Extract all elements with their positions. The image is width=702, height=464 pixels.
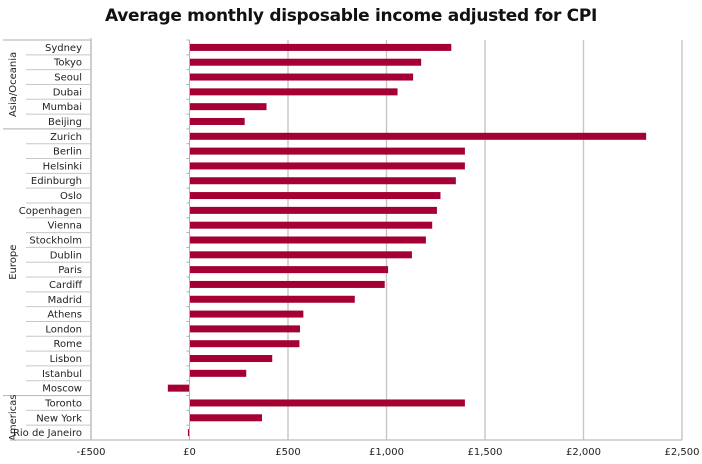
bar-london (189, 325, 301, 333)
category-label: Toronto (44, 398, 82, 409)
category-label: Stockholm (29, 236, 82, 247)
x-tick-label: -£500 (76, 447, 105, 458)
bar-lisbon (189, 355, 273, 363)
group-label: Americas (8, 395, 19, 441)
bar-sydney (189, 43, 452, 51)
bar-mumbai (189, 103, 267, 111)
category-label: Mumbai (42, 102, 82, 113)
category-label: Berlin (53, 147, 82, 158)
category-label: Rio de Janeiro (13, 428, 82, 439)
bar-dubai (189, 88, 398, 96)
category-label: Vienna (48, 221, 82, 232)
category-label: Dublin (50, 250, 82, 261)
category-label: London (45, 324, 82, 335)
category-label: Dubai (53, 87, 82, 98)
category-label: Athens (47, 310, 82, 321)
bar-seoul (189, 73, 414, 81)
category-label: Zurich (50, 132, 82, 143)
category-label: Tokyo (53, 58, 82, 69)
bar-copenhagen (189, 206, 437, 214)
category-label: Lisbon (50, 354, 82, 365)
category-label: Paris (58, 265, 82, 276)
bar-tokyo (189, 58, 422, 66)
bar-dublin (189, 251, 412, 259)
x-tick-label: £2,500 (665, 447, 700, 458)
bar-rome (189, 340, 300, 348)
bar-edinburgh (189, 177, 456, 185)
value-axis: -£500 £0 £500 £1,000 £1,500 £2,000 £2,500 (10, 39, 700, 458)
category-axis: Sydney Tokyo Seoul Dubai Mumbai Beijing Asia/O… (3, 38, 92, 441)
bar-oslo (189, 192, 441, 200)
category-label: Helsinki (43, 161, 82, 172)
category-label: New York (36, 413, 82, 424)
x-tick-label: £1,500 (468, 447, 503, 458)
bar-toronto (189, 399, 465, 407)
chart-title: Average monthly disposable income adjust… (104, 6, 598, 26)
category-label: Copenhagen (19, 206, 82, 217)
bar-paris (189, 266, 389, 274)
bar-stockholm (189, 236, 426, 244)
bar-beijing (189, 117, 245, 125)
x-tick-label: £1,000 (369, 447, 404, 458)
category-label: Sydney (45, 43, 82, 54)
x-tick-label: £0 (183, 447, 196, 458)
bar-rio-de-janeiro (187, 429, 190, 437)
category-label: Seoul (54, 73, 82, 84)
category-label: Moscow (42, 384, 82, 395)
category-label: Rome (53, 339, 82, 350)
category-label: Oslo (60, 191, 82, 202)
bar-cardiff (189, 280, 385, 288)
category-label: Beijing (48, 117, 82, 128)
x-tick-label: £500 (275, 447, 300, 458)
bars (167, 43, 647, 437)
bar-madrid (189, 295, 355, 303)
category-label: Istanbul (42, 369, 82, 380)
bar-athens (189, 310, 304, 318)
bar-berlin (189, 147, 465, 155)
bar-istanbul (189, 369, 247, 377)
category-label: Madrid (48, 295, 82, 306)
group-label: Asia/Oceania (8, 52, 19, 117)
bar-moscow (167, 384, 190, 392)
bar-new-york (189, 414, 262, 422)
category-label: Cardiff (49, 280, 83, 291)
bar-zurich (189, 132, 647, 140)
bar-helsinki (189, 162, 465, 170)
x-tick-label: £2,000 (566, 447, 601, 458)
category-label: Edinburgh (31, 176, 82, 187)
group-label: Europe (8, 245, 19, 280)
bar-vienna (189, 221, 433, 229)
